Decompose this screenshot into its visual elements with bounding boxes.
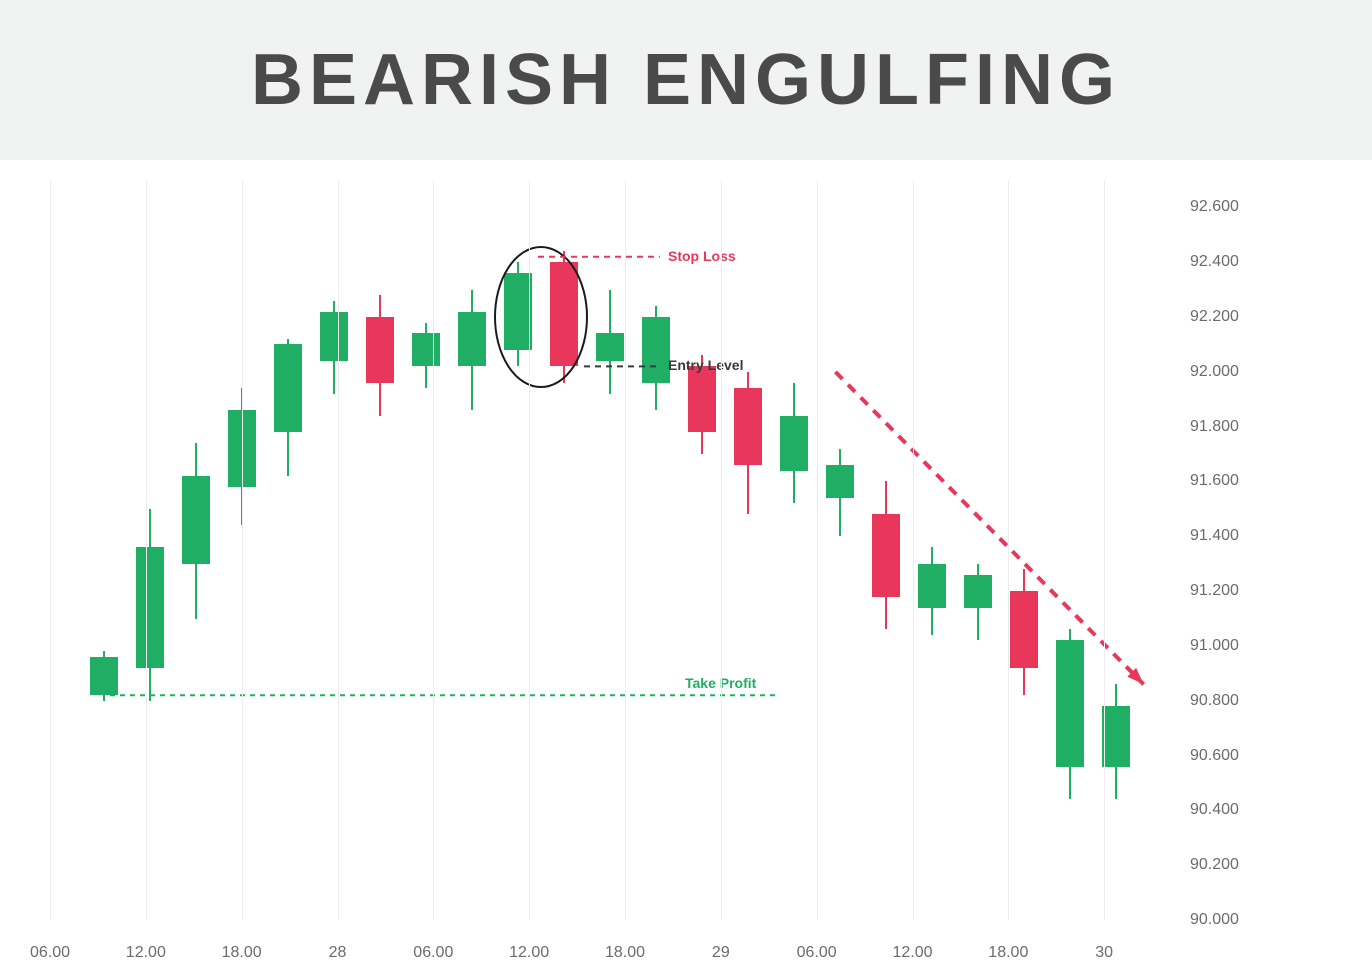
vertical-gridline [529,180,530,920]
candle-body [688,366,716,432]
entry-level-label: Entry Level [668,357,743,373]
y-axis-label: 91.600 [1190,472,1290,490]
trend-arrow-head [1127,668,1143,684]
candle-body [320,312,348,361]
candle-body [964,575,992,608]
candle-body [182,476,210,564]
candle-body [826,465,854,498]
candle-body [780,416,808,471]
candle-body [596,333,624,360]
candle-body [136,547,164,668]
candle-body [90,657,118,695]
vertical-gridline [913,180,914,920]
x-axis-label: 06.00 [393,944,473,962]
x-axis-label: 06.00 [777,944,857,962]
candle-body [1102,706,1130,766]
candle-body [734,388,762,465]
y-axis-label: 92.000 [1190,363,1290,381]
y-axis-label: 92.600 [1190,198,1290,216]
vertical-gridline [625,180,626,920]
vertical-gridline [338,180,339,920]
y-axis-label: 90.200 [1190,856,1290,874]
y-axis-label: 90.800 [1190,692,1290,710]
vertical-gridline [1008,180,1009,920]
y-axis-label: 91.200 [1190,582,1290,600]
x-axis-label: 18.00 [585,944,665,962]
y-axis-label: 90.600 [1190,747,1290,765]
chart-title: BEARISH ENGULFING [251,39,1121,121]
candle-body [642,317,670,383]
candle-body [872,514,900,596]
y-axis-label: 91.000 [1190,637,1290,655]
x-axis-label: 28 [298,944,378,962]
y-axis-label: 91.400 [1190,527,1290,545]
vertical-gridline [242,180,243,920]
x-axis-label: 06.00 [10,944,90,962]
candle-body [366,317,394,383]
vertical-gridline [817,180,818,920]
x-axis-label: 12.00 [489,944,569,962]
y-axis-label: 92.200 [1190,308,1290,326]
candle-body [1056,640,1084,766]
candle-body [1010,591,1038,668]
candle-body [918,564,946,608]
y-axis-label: 90.000 [1190,911,1290,929]
candle-body [504,273,532,350]
y-axis-label: 91.800 [1190,418,1290,436]
vertical-gridline [721,180,722,920]
y-axis-label: 90.400 [1190,801,1290,819]
y-axis-label: 92.400 [1190,253,1290,271]
chart-area: Stop LossEntry LevelTake Profit 92.60092… [0,160,1372,980]
x-axis-label: 18.00 [202,944,282,962]
candle-body [458,312,486,367]
vertical-gridline [50,180,51,920]
x-axis-label: 30 [1064,944,1144,962]
vertical-gridline [146,180,147,920]
x-axis-label: 18.00 [968,944,1048,962]
title-bar: BEARISH ENGULFING [0,0,1372,160]
candle-body [412,333,440,366]
vertical-gridline [433,180,434,920]
candle-body [274,344,302,432]
plot-area: Stop LossEntry LevelTake Profit [20,180,1170,920]
x-axis-label: 12.00 [873,944,953,962]
candle-body [550,262,578,366]
vertical-gridline [1104,180,1105,920]
x-axis-label: 29 [681,944,761,962]
stop-loss-label: Stop Loss [668,248,736,264]
x-axis-label: 12.00 [106,944,186,962]
